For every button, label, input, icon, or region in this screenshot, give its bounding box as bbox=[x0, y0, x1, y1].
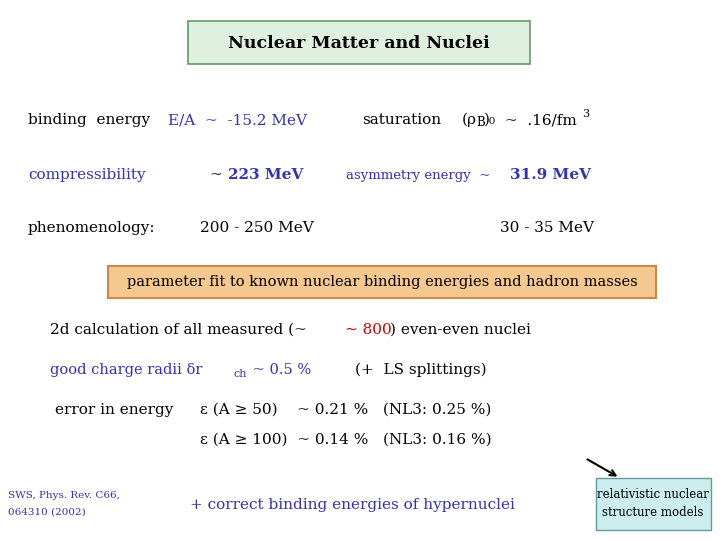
Text: B: B bbox=[476, 116, 485, 129]
Text: relativistic nuclear: relativistic nuclear bbox=[597, 488, 709, 501]
Text: ε (A ≥ 50)    ~ 0.21 %   (NL3: 0.25 %): ε (A ≥ 50) ~ 0.21 % (NL3: 0.25 %) bbox=[200, 403, 491, 417]
Text: 30 - 35 MeV: 30 - 35 MeV bbox=[500, 221, 594, 235]
Text: ~  .16/fm: ~ .16/fm bbox=[500, 113, 577, 127]
Text: saturation: saturation bbox=[362, 113, 441, 127]
Text: good charge radii δr: good charge radii δr bbox=[50, 363, 202, 377]
Text: )₀: )₀ bbox=[484, 113, 496, 127]
Text: ch: ch bbox=[234, 369, 248, 379]
Text: ∼ 800: ∼ 800 bbox=[345, 323, 392, 337]
Text: Nuclear Matter and Nuclei: Nuclear Matter and Nuclei bbox=[228, 35, 490, 51]
Text: 3: 3 bbox=[582, 109, 589, 119]
Text: ) even-even nuclei: ) even-even nuclei bbox=[390, 323, 531, 337]
Text: phenomenology:: phenomenology: bbox=[28, 221, 156, 235]
Text: structure models: structure models bbox=[603, 505, 703, 518]
Text: (+  LS splittings): (+ LS splittings) bbox=[355, 363, 487, 377]
Text: compressibility: compressibility bbox=[28, 168, 145, 182]
Text: + correct binding energies of hypernuclei: + correct binding energies of hypernucle… bbox=[190, 498, 515, 512]
Text: parameter fit to known nuclear binding energies and hadron masses: parameter fit to known nuclear binding e… bbox=[127, 275, 637, 289]
Text: ε (A ≥ 100)  ~ 0.14 %   (NL3: 0.16 %): ε (A ≥ 100) ~ 0.14 % (NL3: 0.16 %) bbox=[200, 433, 492, 447]
Text: binding  energy: binding energy bbox=[28, 113, 150, 127]
FancyBboxPatch shape bbox=[108, 266, 656, 298]
FancyBboxPatch shape bbox=[596, 478, 711, 530]
Text: 31.9 MeV: 31.9 MeV bbox=[510, 168, 591, 182]
Text: ~ 0.5 %: ~ 0.5 % bbox=[248, 363, 311, 377]
Text: 2d calculation of all measured (~: 2d calculation of all measured (~ bbox=[50, 323, 307, 337]
Text: E/A  ~  -15.2 MeV: E/A ~ -15.2 MeV bbox=[168, 113, 307, 127]
Text: 200 - 250 MeV: 200 - 250 MeV bbox=[200, 221, 314, 235]
Text: SWS, Phys. Rev. C66,: SWS, Phys. Rev. C66, bbox=[8, 490, 120, 500]
Text: 064310 (2002): 064310 (2002) bbox=[8, 508, 86, 516]
Text: ~: ~ bbox=[210, 168, 233, 182]
Text: error in energy: error in energy bbox=[55, 403, 174, 417]
FancyBboxPatch shape bbox=[188, 21, 530, 64]
Text: asymmetry energy  ~: asymmetry energy ~ bbox=[346, 168, 495, 181]
Text: 223 MeV: 223 MeV bbox=[228, 168, 303, 182]
Text: (ρ: (ρ bbox=[462, 113, 477, 127]
